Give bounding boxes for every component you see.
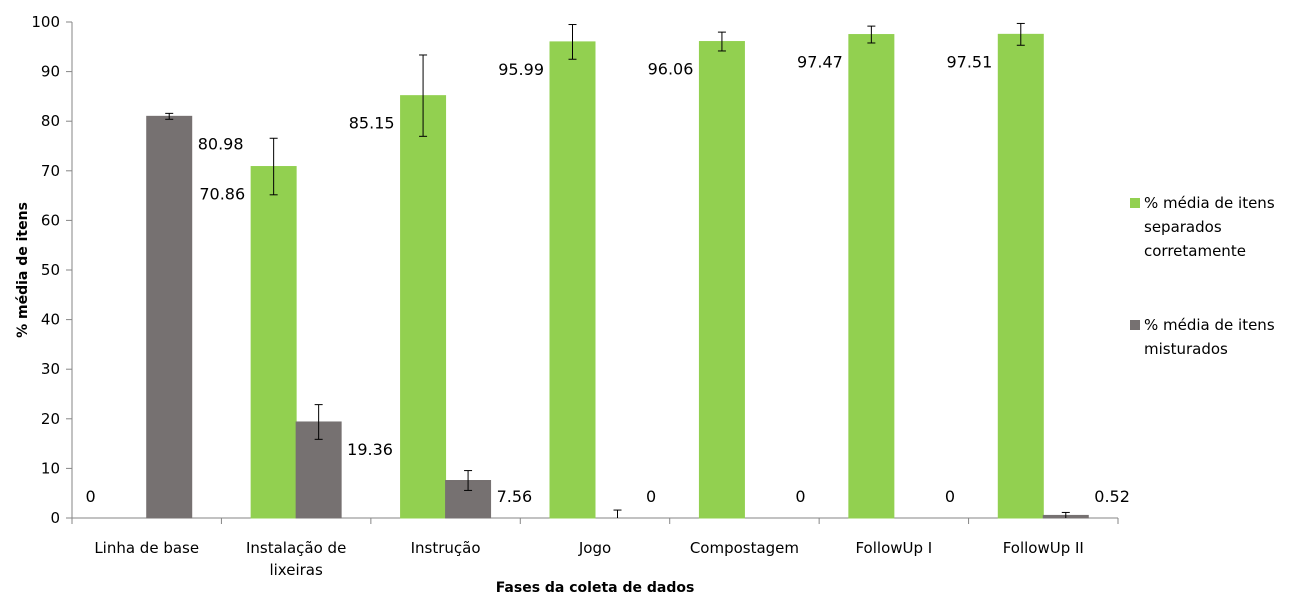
bar-series-1 (400, 95, 447, 519)
data-label: 0 (795, 487, 805, 506)
bar-series-1 (698, 41, 745, 519)
data-label: 70.86 (199, 185, 245, 204)
data-label: 0 (86, 487, 96, 506)
y-tick-label: 30 (41, 360, 60, 378)
data-label: 97.47 (797, 53, 843, 72)
data-label: 95.99 (498, 60, 544, 79)
y-tick-label: 0 (50, 509, 60, 527)
y-tick-label: 60 (41, 211, 60, 229)
x-tick-label: Compostagem (690, 539, 799, 557)
data-label: 97.51 (946, 52, 992, 71)
data-label: 0 (646, 487, 656, 506)
legend-label: corretamente (1144, 242, 1246, 260)
x-tick-label: lixeiras (269, 561, 323, 579)
x-tick-label: Jogo (578, 539, 611, 557)
x-tick-label: Instrução (411, 539, 481, 557)
data-labels: 0 70.86 85.15 95.99 96.06 97.47 97.51 80.98 19.3… (86, 52, 1130, 506)
legend-swatch-2 (1130, 320, 1140, 330)
data-label: 0.52 (1094, 487, 1130, 506)
y-tick-label: 40 (41, 311, 60, 329)
x-tick-label: Linha de base (94, 539, 199, 557)
bar-series-2 (146, 115, 193, 519)
y-tick-label: 90 (41, 63, 60, 81)
x-tick-label: FollowUp I (855, 539, 932, 557)
y-axis-title: % média de itens (15, 202, 31, 338)
legend-label: misturados (1144, 340, 1228, 358)
bar-series-1 (848, 34, 895, 519)
bar-series-1 (997, 33, 1044, 519)
legend-label: % média de itens (1144, 194, 1275, 212)
axes: 0 10 20 30 40 50 60 70 80 90 100 Linha de base Insta… (15, 13, 1119, 596)
bar-series-1 (250, 166, 297, 519)
legend-label: % média de itens (1144, 316, 1275, 334)
bars (146, 22, 1089, 519)
y-tick-label: 70 (41, 162, 60, 180)
data-label: 0 (945, 487, 955, 506)
data-label: 96.06 (648, 60, 694, 79)
y-tick-label: 50 (41, 261, 60, 279)
legend: % média de itens separados corretamente % m… (1130, 194, 1275, 358)
y-tick-label: 80 (41, 112, 60, 130)
data-label: 85.15 (349, 114, 395, 133)
legend-label: separados (1144, 218, 1222, 236)
y-tick-label: 20 (41, 410, 60, 428)
x-tick-label: FollowUp II (1003, 539, 1084, 557)
x-axis-title: Fases da coleta de dados (496, 580, 695, 596)
bar-series-1 (549, 41, 596, 519)
data-label: 19.36 (347, 440, 393, 459)
x-tick-label: Instalação de (246, 539, 346, 557)
data-label: 7.56 (497, 487, 533, 506)
legend-swatch-1 (1130, 198, 1140, 208)
data-label: 80.98 (198, 134, 244, 153)
y-tick-label: 100 (31, 13, 60, 31)
y-tick-label: 10 (41, 459, 60, 477)
